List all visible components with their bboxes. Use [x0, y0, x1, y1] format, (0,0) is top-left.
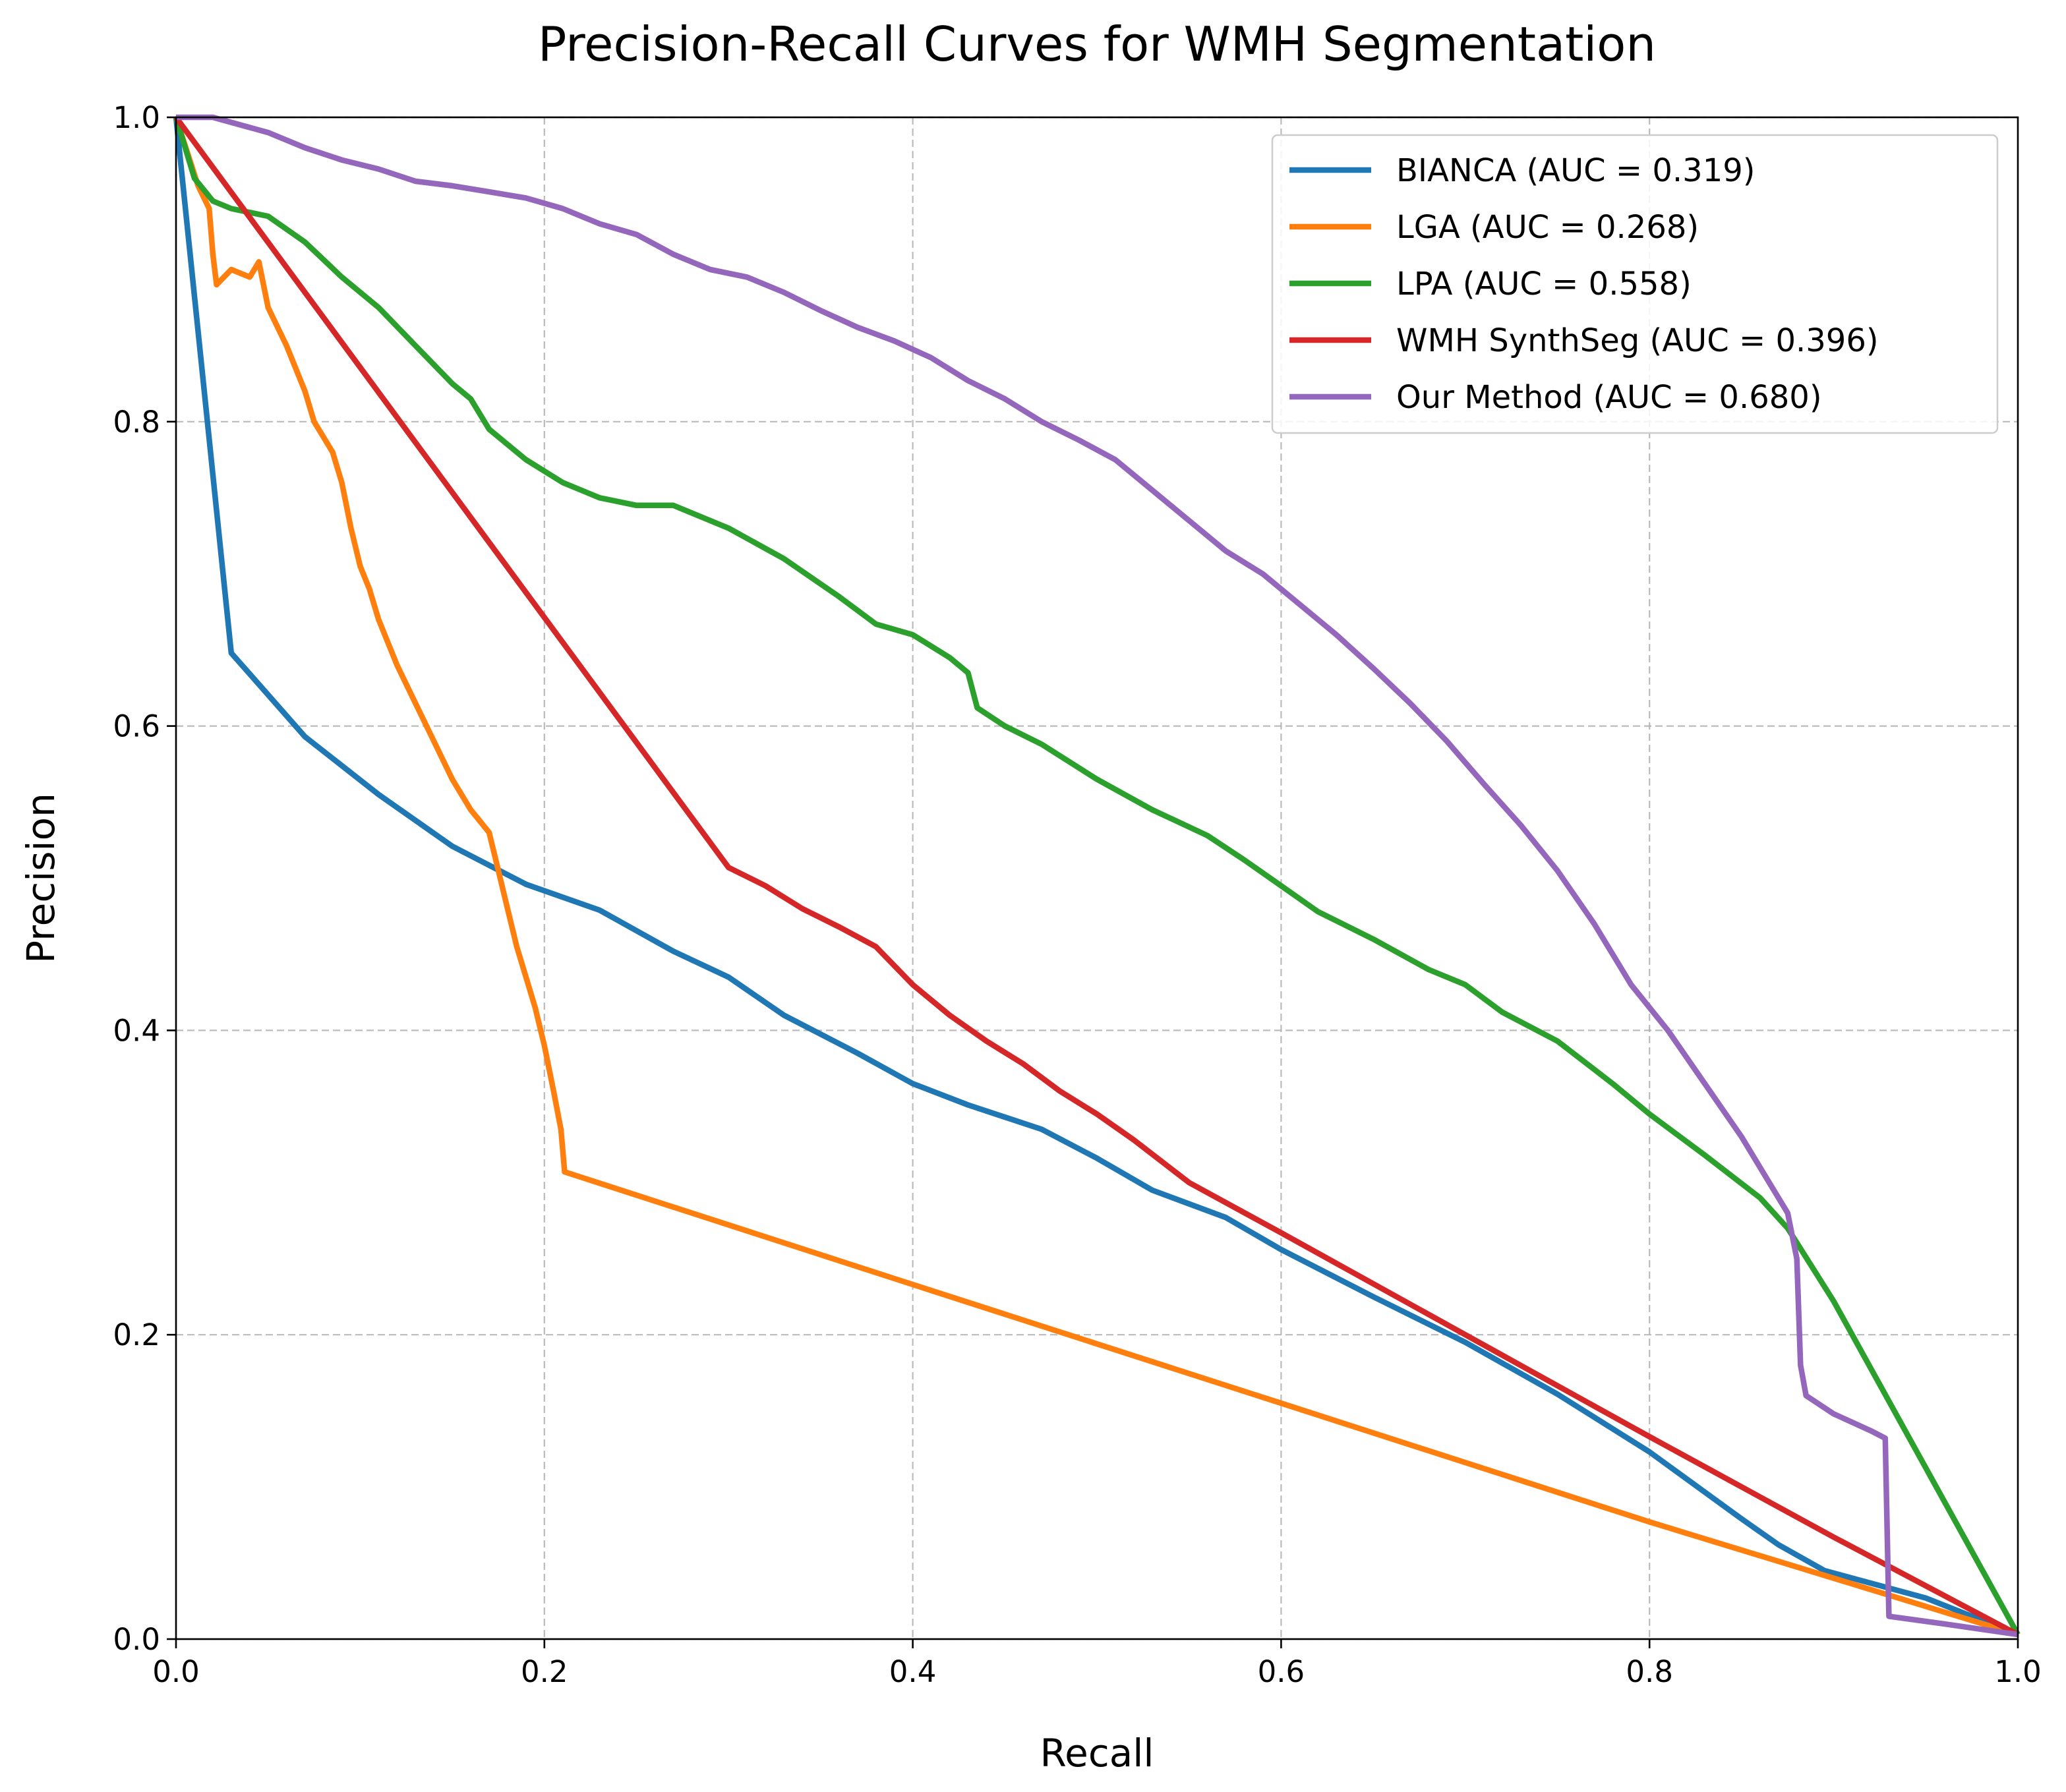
- legend: BIANCA (AUC = 0.319) LGA (AUC = 0.268) LPA…: [1271, 134, 1999, 434]
- chart-title: Precision-Recall Curves for WMH Segmenta…: [538, 16, 1656, 72]
- x-tick-label: 0.8: [1626, 1654, 1673, 1689]
- series-line: [176, 114, 2019, 1638]
- x-tick-label: 1.0: [1994, 1654, 2042, 1689]
- series-line: [173, 117, 2019, 1638]
- x-axis-ticks: 0.0 0.2 0.4 0.6 0.8 1.0: [152, 1639, 2042, 1689]
- y-axis-ticks: 0.0 0.2 0.4 0.6 0.8 1.0: [113, 100, 176, 1657]
- x-tick-label: 0.4: [889, 1654, 937, 1689]
- y-tick-label: 0.0: [113, 1622, 160, 1657]
- legend-label: LPA (AUC = 0.558): [1396, 266, 1692, 303]
- x-tick-label: 0.2: [521, 1654, 568, 1689]
- x-axis-label: Recall: [1040, 1731, 1154, 1776]
- x-tick-label: 0.6: [1258, 1654, 1305, 1689]
- legend-frame: [1271, 134, 1999, 434]
- legend-label: Our Method (AUC = 0.680): [1396, 379, 1822, 416]
- y-axis-label: Precision: [18, 793, 63, 964]
- series-line: [173, 116, 2021, 1636]
- series-line: [173, 115, 2019, 1637]
- y-tick-label: 0.8: [113, 405, 160, 440]
- y-tick-label: 0.4: [113, 1013, 160, 1048]
- y-tick-label: 0.6: [113, 709, 160, 744]
- x-tick-label: 0.0: [152, 1654, 200, 1689]
- y-tick-label: 1.0: [113, 100, 160, 135]
- y-tick-label: 0.2: [113, 1317, 160, 1352]
- series-lines: [173, 114, 2021, 1638]
- legend-label: BIANCA (AUC = 0.319): [1396, 152, 1756, 189]
- plot-frame: [175, 116, 2019, 1640]
- legend-label: LGA (AUC = 0.268): [1396, 209, 1699, 246]
- legend-label: WMH SynthSeg (AUC = 0.396): [1396, 322, 1879, 359]
- series-line: [173, 116, 2019, 1638]
